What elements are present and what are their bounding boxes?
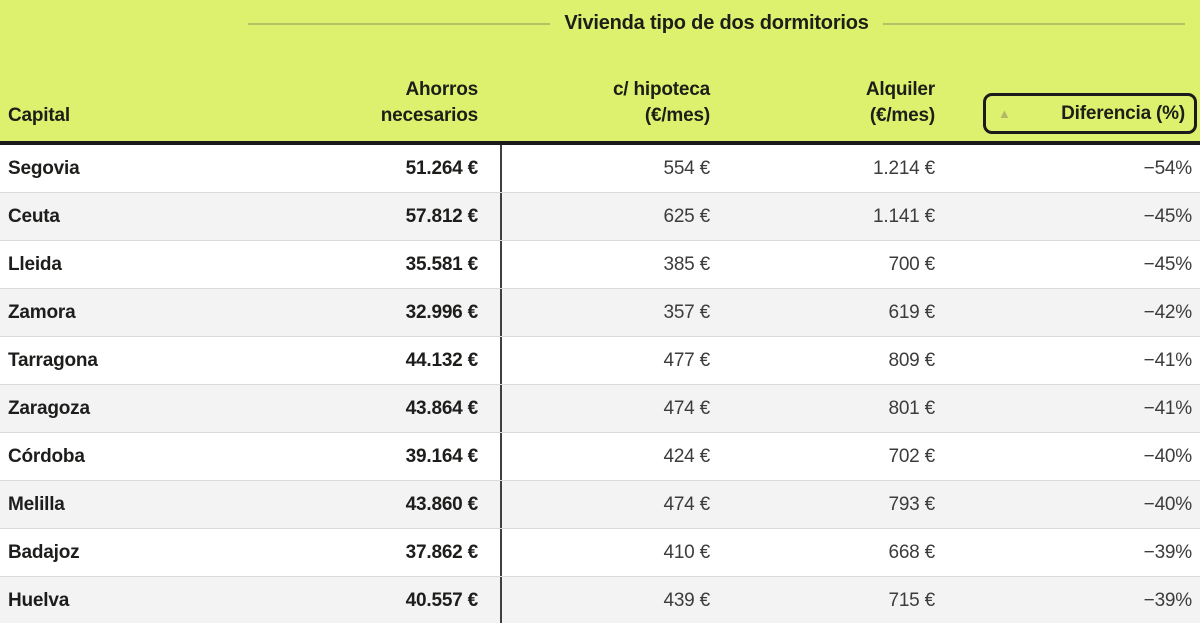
cell-hipoteca: 554 €	[500, 145, 722, 192]
table-row: Zamora 32.996 € 357 € 619 € −42%	[0, 289, 1200, 337]
cell-hipoteca: 625 €	[500, 193, 722, 240]
page-title: Vivienda tipo de dos dormitorios	[564, 12, 869, 34]
column-header-diferencia: ▲ Diferencia (%)	[945, 93, 1200, 134]
table-row: Tarragona 44.132 € 477 € 809 € −41%	[0, 337, 1200, 385]
table-row: Badajoz 37.862 € 410 € 668 € −39%	[0, 529, 1200, 577]
cell-diferencia: −41%	[1143, 397, 1193, 419]
cell-hipoteca: 385 €	[500, 241, 722, 288]
cell-alquiler: 801 €	[888, 397, 935, 419]
cell-alquiler: 793 €	[888, 493, 935, 515]
cell-ahorros: 57.812 €	[405, 205, 479, 227]
cell-capital: Huelva	[8, 589, 70, 611]
column-header-hipoteca: c/ hipoteca (€/mes)	[500, 77, 722, 129]
table-header: Vivienda tipo de dos dormitorios Capital…	[0, 0, 1200, 145]
cell-alquiler: 1.214 €	[873, 157, 935, 179]
column-header-alquiler: Alquiler (€/mes)	[722, 77, 945, 129]
cell-capital: Badajoz	[8, 541, 80, 563]
cell-capital: Zaragoza	[8, 397, 90, 419]
cell-alquiler: 702 €	[888, 445, 935, 467]
cell-hipoteca: 357 €	[500, 289, 722, 336]
column-header-ahorros: Ahorros necesarios	[250, 77, 500, 129]
cell-diferencia: −45%	[1143, 205, 1193, 227]
cell-ahorros: 51.264 €	[405, 157, 479, 179]
cell-ahorros: 43.860 €	[405, 493, 479, 515]
cell-ahorros: 35.581 €	[405, 253, 479, 275]
cell-capital: Córdoba	[8, 445, 85, 467]
column-header-hipoteca-line2: (€/mes)	[644, 105, 710, 126]
cell-hipoteca: 424 €	[500, 433, 722, 480]
column-header-hipoteca-line1: c/ hipoteca	[612, 79, 710, 100]
cell-capital: Zamora	[8, 301, 76, 323]
cell-ahorros: 40.557 €	[405, 589, 479, 611]
column-headers: Capital Ahorros necesarios c/ hipoteca (…	[0, 41, 1200, 141]
cell-hipoteca: 439 €	[500, 577, 722, 623]
cell-ahorros: 32.996 €	[405, 301, 479, 323]
cell-ahorros: 37.862 €	[405, 541, 479, 563]
cell-ahorros: 43.864 €	[405, 397, 479, 419]
table-row: Huelva 40.557 € 439 € 715 € −39%	[0, 577, 1200, 623]
title-divider-left	[248, 22, 551, 25]
table-row: Zaragoza 43.864 € 474 € 801 € −41%	[0, 385, 1200, 433]
table-row: Melilla 43.860 € 474 € 793 € −40%	[0, 481, 1200, 529]
cell-alquiler: 809 €	[888, 349, 935, 371]
column-header-alquiler-line1: Alquiler	[865, 79, 935, 100]
cell-capital: Melilla	[8, 493, 65, 515]
cell-diferencia: −41%	[1143, 349, 1193, 371]
column-header-ahorros-line2: necesarios	[380, 105, 478, 126]
cell-capital: Ceuta	[8, 205, 60, 227]
column-header-capital: Capital	[8, 105, 70, 126]
cell-capital: Lleida	[8, 253, 62, 275]
cell-diferencia: −45%	[1143, 253, 1193, 275]
cell-diferencia: −39%	[1143, 589, 1193, 611]
cell-alquiler: 668 €	[888, 541, 935, 563]
sort-diferencia-button[interactable]: ▲ Diferencia (%)	[983, 93, 1197, 134]
sort-diferencia-label: Diferencia (%)	[1061, 102, 1185, 124]
cell-diferencia: −54%	[1143, 157, 1193, 179]
column-header-ahorros-line1: Ahorros	[405, 79, 479, 100]
cell-hipoteca: 474 €	[500, 385, 722, 432]
column-header-alquiler-line2: (€/mes)	[869, 105, 935, 126]
table-row: Lleida 35.581 € 385 € 700 € −45%	[0, 241, 1200, 289]
cell-diferencia: −39%	[1143, 541, 1193, 563]
cell-alquiler: 700 €	[888, 253, 935, 275]
table-body: Segovia 51.264 € 554 € 1.214 € −54% Ceut…	[0, 145, 1200, 623]
cell-alquiler: 715 €	[888, 589, 935, 611]
cell-hipoteca: 477 €	[500, 337, 722, 384]
sort-ascending-icon: ▲	[998, 106, 1011, 121]
table-row: Ceuta 57.812 € 625 € 1.141 € −45%	[0, 193, 1200, 241]
cell-capital: Segovia	[8, 157, 80, 179]
table-row: Córdoba 39.164 € 424 € 702 € −40%	[0, 433, 1200, 481]
table-row: Segovia 51.264 € 554 € 1.214 € −54%	[0, 145, 1200, 193]
cell-ahorros: 39.164 €	[405, 445, 479, 467]
cell-ahorros: 44.132 €	[405, 349, 479, 371]
cell-hipoteca: 474 €	[500, 481, 722, 528]
title-row: Vivienda tipo de dos dormitorios	[248, 12, 1186, 35]
cell-hipoteca: 410 €	[500, 529, 722, 576]
title-divider-right	[882, 22, 1186, 25]
cell-diferencia: −40%	[1143, 445, 1193, 467]
cell-alquiler: 1.141 €	[873, 205, 935, 227]
cell-alquiler: 619 €	[888, 301, 935, 323]
cell-diferencia: −42%	[1143, 301, 1193, 323]
cell-capital: Tarragona	[8, 349, 98, 371]
cell-diferencia: −40%	[1143, 493, 1193, 515]
